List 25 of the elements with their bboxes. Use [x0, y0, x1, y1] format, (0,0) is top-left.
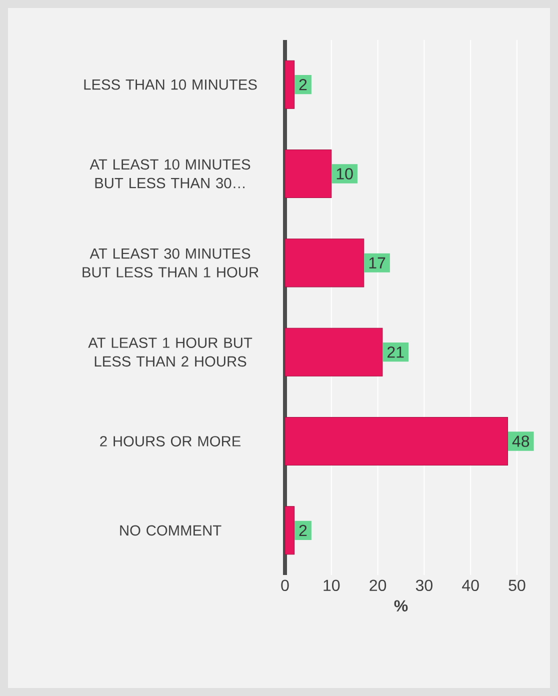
x-tick-label: 50 — [508, 580, 526, 592]
y-tick-label: AT LEAST 10 MINUTES BUT LESS THAN 30… — [90, 159, 250, 188]
x-tick-label: 10 — [324, 580, 340, 592]
data-label: 10 — [336, 168, 353, 180]
x-tick-label: 0 — [281, 580, 289, 592]
x-tick-label: 30 — [416, 580, 432, 592]
y-tick-label: LESS THAN 10 MINUTES — [84, 79, 257, 90]
bar — [284, 149, 332, 198]
y-tick-label: AT LEAST 1 HOUR BUT LESS THAN 2 HOURS — [88, 338, 252, 367]
data-label: 17 — [369, 257, 386, 268]
bar — [284, 506, 295, 555]
data-label: 48 — [512, 436, 530, 447]
x-tick-label: 20 — [370, 580, 386, 592]
data-label: 2 — [299, 524, 307, 536]
data-label: 2 — [299, 79, 307, 90]
bar — [284, 238, 364, 288]
x-axis-title: % — [394, 600, 408, 612]
bar — [284, 416, 508, 466]
y-tick-label: NO COMMENT — [120, 525, 222, 536]
bar — [284, 328, 383, 376]
data-label: 21 — [387, 346, 404, 358]
bar — [284, 60, 295, 109]
y-tick-label: AT LEAST 30 MINUTES BUT LESS THAN 1 HOUR — [82, 248, 258, 278]
x-tick-label: 40 — [462, 580, 479, 592]
y-tick-label: 2 HOURS OR MORE — [100, 436, 241, 446]
